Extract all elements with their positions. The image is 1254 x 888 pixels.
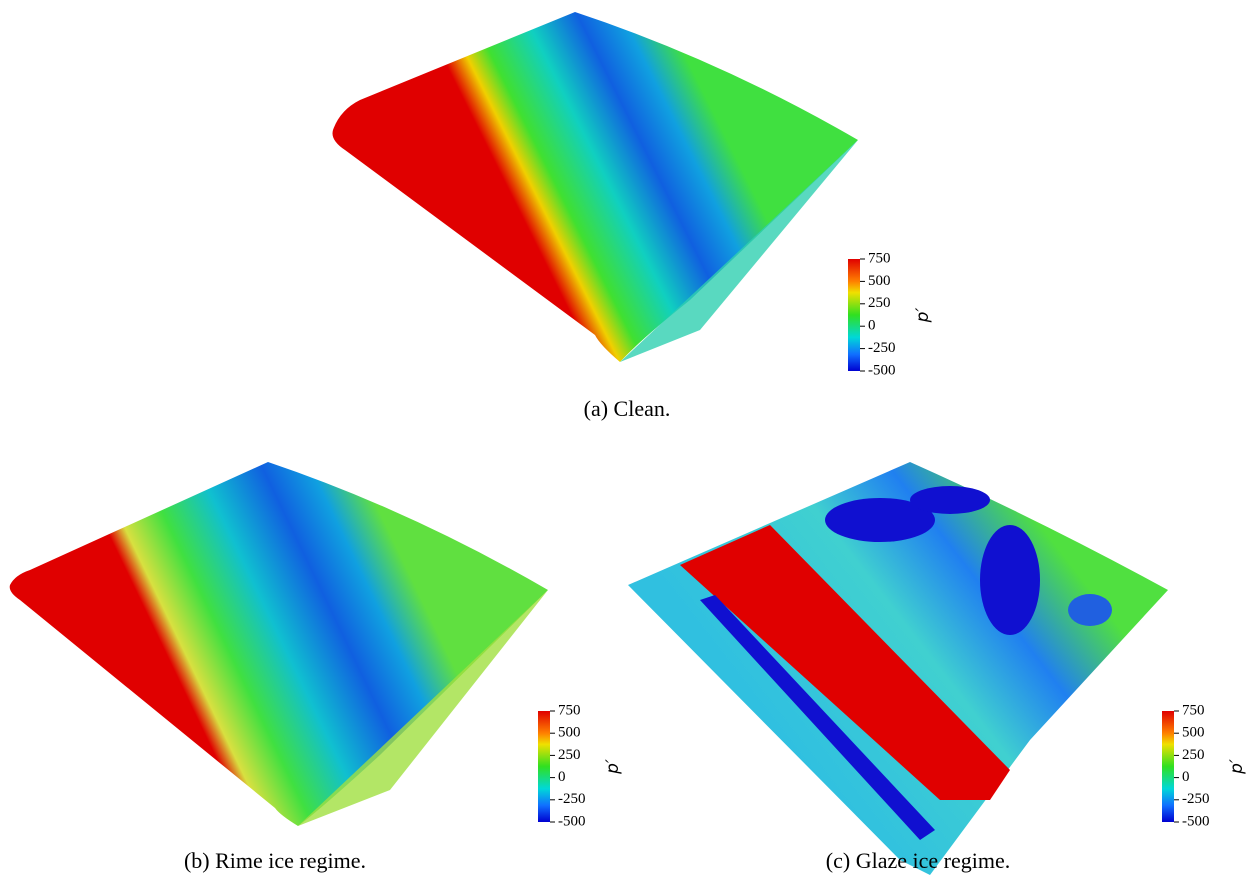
colorbar-tick-label: 0 (1182, 769, 1190, 785)
colorbar (1162, 711, 1174, 822)
colorbar-label: p′ (603, 759, 623, 775)
colorbar-tick-label: 750 (558, 702, 581, 718)
colorbar-label: p′ (913, 308, 933, 324)
colorbar-tick-label: 750 (1182, 702, 1205, 718)
blob (910, 486, 990, 514)
colorbar-tick-label: 500 (868, 273, 891, 289)
colorbar-tick-label: 0 (558, 769, 566, 785)
colorbar-tick-label: -250 (868, 340, 896, 356)
colorbar-tick-label: 500 (1182, 725, 1205, 741)
blob (1068, 594, 1112, 626)
wing-glaze (628, 462, 1168, 875)
wing-surface (10, 462, 548, 826)
colorbar-tick-label: -250 (1182, 791, 1210, 807)
colorbar-tick-label: 250 (1182, 747, 1205, 763)
colorbar (538, 711, 550, 822)
colorbar-tick-label: 250 (868, 295, 891, 311)
colorbar-tick-label: 500 (558, 725, 581, 741)
wing-clean (333, 12, 859, 362)
wing-surface (333, 12, 859, 362)
colorbar-tick-label: -500 (868, 362, 896, 378)
figure-page: 750 500 250 0 -250 -500 p′ 750 500 250 0 -250 -500 p′… (0, 0, 1254, 888)
caption: (a) Clean. (584, 396, 671, 421)
colorbar-label: p′ (1227, 759, 1247, 775)
caption: (b) Rime ice regime. (184, 848, 366, 873)
colorbar-tick-label: 250 (558, 747, 581, 763)
wing-rime (10, 462, 548, 826)
colorbar-tick-label: -500 (558, 813, 586, 829)
colorbar-tick-label: -250 (558, 791, 586, 807)
blob (980, 525, 1040, 635)
caption: (c) Glaze ice regime. (826, 848, 1010, 873)
colorbar-tick-label: 0 (868, 318, 876, 334)
colorbar-tick-label: 750 (868, 250, 891, 266)
colorbar-tick-label: -500 (1182, 813, 1210, 829)
colorbar (848, 259, 860, 371)
